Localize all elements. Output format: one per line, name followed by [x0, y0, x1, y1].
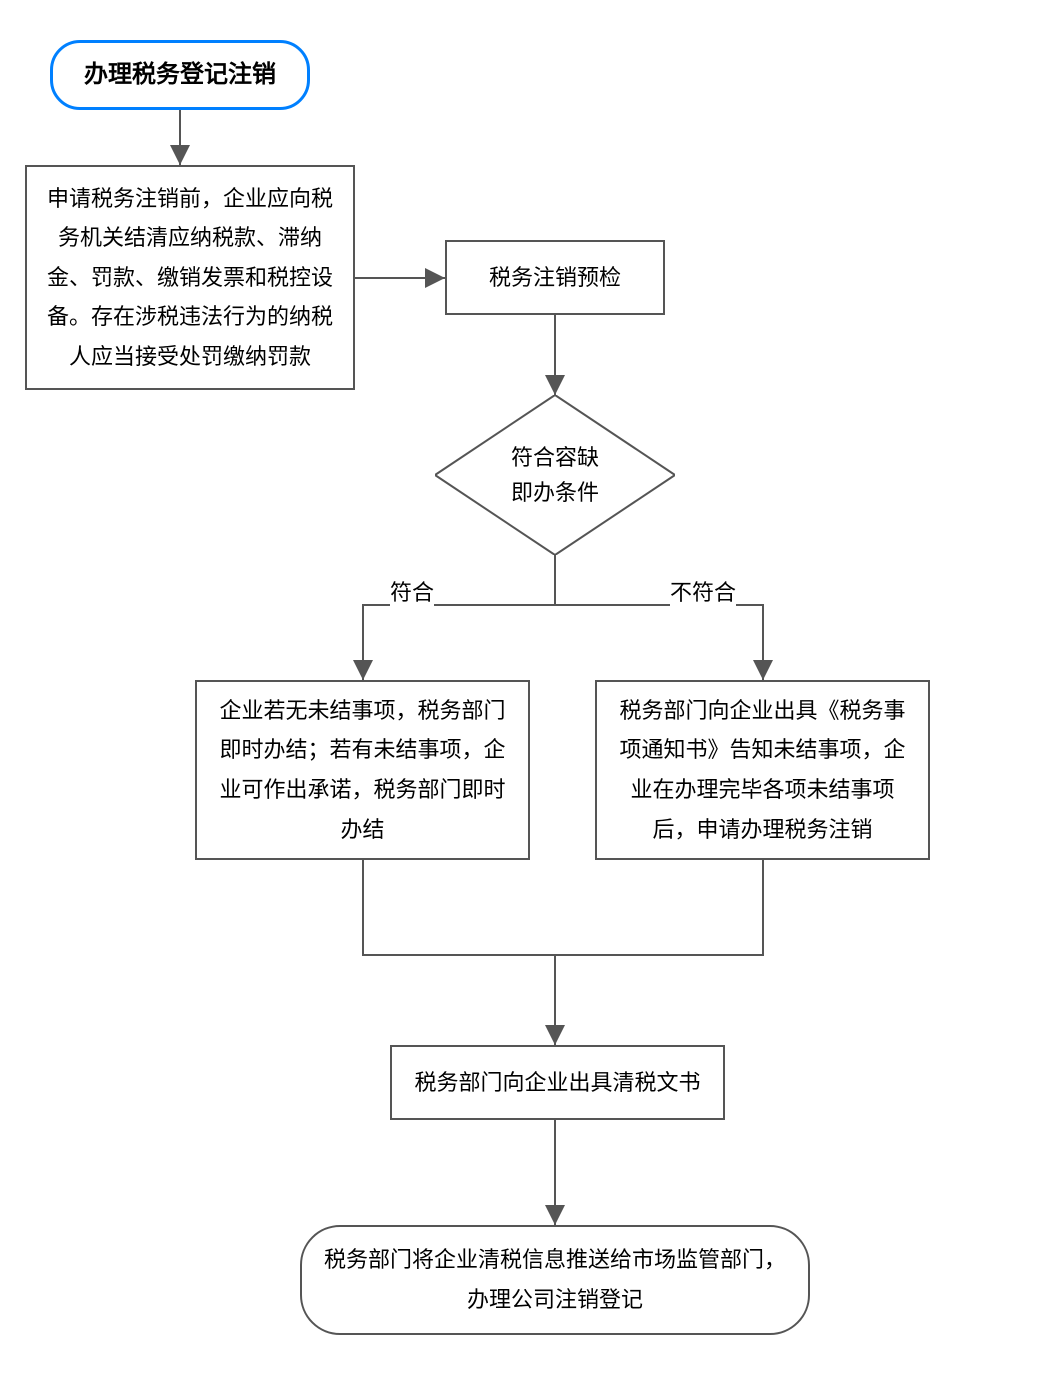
node-end: 税务部门将企业清税信息推送给市场监管部门，办理公司注销登记: [300, 1225, 810, 1335]
edge-label-no: 不符合: [670, 575, 736, 607]
node-precheck: 税务注销预检: [445, 240, 665, 315]
node-right-text: 税务部门向企业出具《税务事项通知书》告知未结事项，企业在办理完毕各项未结事项后，…: [597, 683, 928, 857]
node-left: 企业若无未结事项，税务部门即时办结；若有未结事项，企业可作出承诺，税务部门即时办…: [195, 680, 530, 860]
decision-line1: 符合容缺: [511, 445, 599, 470]
node-start: 办理税务登记注销: [50, 40, 310, 110]
node-decision: 符合容缺 即办条件: [435, 395, 675, 555]
node-decision-text: 符合容缺 即办条件: [497, 432, 613, 518]
node-left-text: 企业若无未结事项，税务部门即时办结；若有未结事项，企业可作出承诺，税务部门即时办…: [197, 683, 528, 857]
flowchart-canvas: 办理税务登记注销 申请税务注销前，企业应向税务机关结清应纳税款、滞纳金、罚款、缴…: [0, 0, 1064, 1386]
node-pre: 申请税务注销前，企业应向税务机关结清应纳税款、滞纳金、罚款、缴销发票和税控设备。…: [25, 165, 355, 390]
node-end-text: 税务部门将企业清税信息推送给市场监管部门，办理公司注销登记: [302, 1232, 808, 1327]
node-clear-text: 税务部门向企业出具清税文书: [400, 1055, 714, 1111]
node-pre-text: 申请税务注销前，企业应向税务机关结清应纳税款、滞纳金、罚款、缴销发票和税控设备。…: [27, 171, 353, 385]
edge-label-yes: 符合: [390, 575, 434, 607]
node-precheck-text: 税务注销预检: [475, 250, 635, 306]
node-start-text: 办理税务登记注销: [70, 45, 290, 104]
node-right: 税务部门向企业出具《税务事项通知书》告知未结事项，企业在办理完毕各项未结事项后，…: [595, 680, 930, 860]
decision-line2: 即办条件: [511, 480, 599, 505]
node-clear: 税务部门向企业出具清税文书: [390, 1045, 725, 1120]
